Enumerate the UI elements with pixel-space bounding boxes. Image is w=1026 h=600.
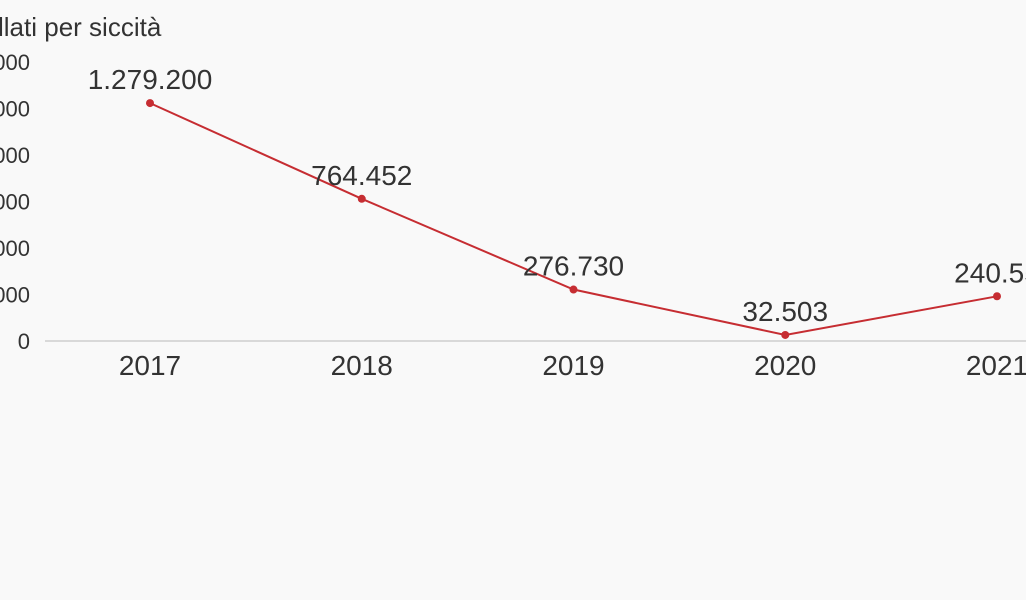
x-tick-label: 2019 [542, 350, 604, 381]
data-label: 240.55 [954, 257, 1026, 288]
y-tick-label: 0 [18, 329, 30, 354]
y-axis-tick-labels: 0000000000000000000 [0, 50, 30, 354]
x-tick-label: 2017 [119, 350, 181, 381]
data-label: 32.503 [742, 296, 828, 327]
x-tick-label: 2021 [966, 350, 1026, 381]
data-label: 1.279.200 [88, 64, 213, 95]
x-axis-tick-labels: 2017 2018 2019 2020 2021 [119, 350, 1026, 381]
y-tick-label: 000 [0, 190, 30, 215]
data-labels: 1.279.200 764.452 276.730 32.503 240.55 [88, 64, 1026, 327]
data-point [993, 292, 1001, 301]
data-point [781, 330, 790, 339]
x-tick-label: 2020 [754, 350, 816, 381]
x-tick-label: 2018 [331, 350, 393, 381]
data-label: 276.730 [523, 251, 624, 282]
y-tick-label: 000 [0, 50, 30, 75]
y-tick-label: 000 [0, 97, 30, 122]
data-label: 764.452 [311, 160, 412, 191]
data-point [569, 285, 578, 294]
y-tick-label: 000 [0, 283, 30, 308]
chart-title: llati per siccità [0, 12, 162, 42]
data-point [146, 99, 154, 108]
data-point [357, 194, 366, 203]
y-tick-label: 000 [0, 236, 30, 261]
y-tick-label: 000 [0, 143, 30, 168]
data-points [146, 99, 1001, 339]
series-line [149, 102, 998, 337]
